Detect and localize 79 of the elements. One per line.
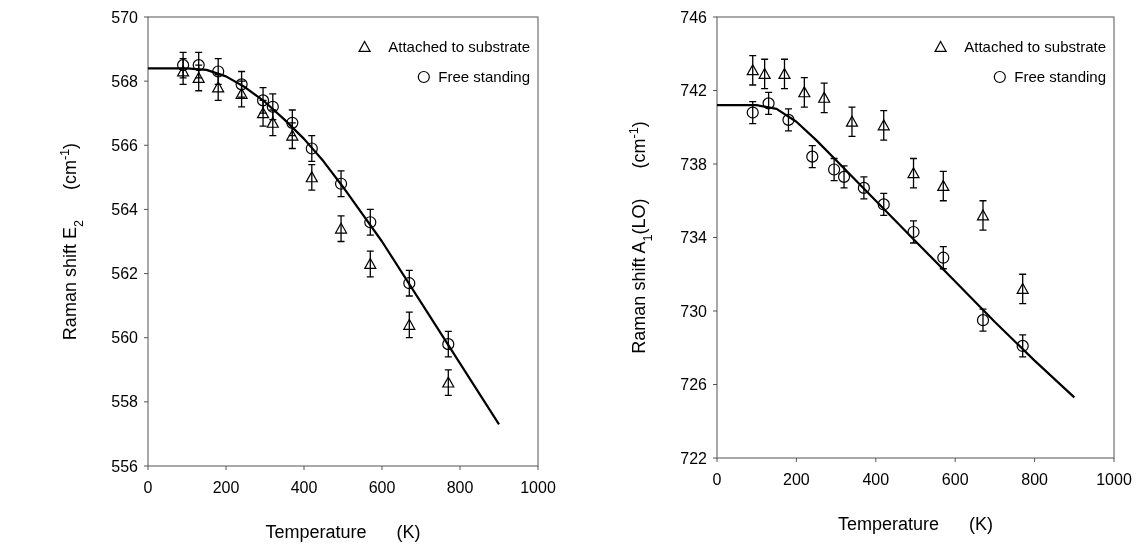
x-tick-label: 800 <box>1021 471 1049 488</box>
x-tick-label: 1000 <box>520 479 556 496</box>
y-tick-label: 560 <box>111 329 139 347</box>
point <box>937 179 950 192</box>
x-tick-label: 400 <box>862 471 890 488</box>
point <box>1016 282 1029 294</box>
x-tick-label: 800 <box>446 479 474 496</box>
legend-label: Free standing <box>1014 68 1106 86</box>
y-tick-label: 568 <box>111 72 139 90</box>
point <box>976 209 990 221</box>
point <box>192 59 205 72</box>
point <box>286 129 299 141</box>
point <box>256 94 270 107</box>
point <box>907 225 920 239</box>
point <box>762 97 775 110</box>
point <box>798 86 811 98</box>
point <box>837 170 851 183</box>
y-tick-label: 730 <box>680 302 708 320</box>
point <box>266 116 279 128</box>
x-axis-title: Temperature (K) <box>837 514 994 534</box>
x-tick-label: 600 <box>368 479 396 496</box>
point <box>266 100 279 113</box>
point <box>746 106 759 119</box>
point <box>305 171 318 183</box>
x-tick-label: 0 <box>143 479 153 496</box>
y-tick-label: 562 <box>111 265 139 283</box>
point <box>286 116 299 129</box>
x-tick-label: 0 <box>712 471 722 488</box>
point <box>364 257 377 269</box>
point <box>235 78 248 91</box>
point <box>1016 339 1029 353</box>
point <box>877 198 890 211</box>
y-tick-label: 738 <box>680 155 708 173</box>
legend-label: Attached to substrate <box>388 38 530 56</box>
legend-label: Attached to substrate <box>964 38 1106 56</box>
point <box>746 64 759 76</box>
point <box>256 107 270 119</box>
x-axis-title: Temperature (K) <box>265 522 421 542</box>
point <box>877 119 890 131</box>
x-tick-label: 200 <box>783 471 810 488</box>
y-tick-label: 722 <box>680 449 708 467</box>
point <box>403 318 416 330</box>
point <box>177 59 190 72</box>
x-tick-label: 600 <box>941 471 969 488</box>
point <box>806 150 819 163</box>
legend-label: Free standing <box>438 68 530 86</box>
point <box>845 115 859 127</box>
y-tick-label: 726 <box>680 376 708 394</box>
y-tick-label: 734 <box>680 229 708 247</box>
point <box>818 91 831 103</box>
point <box>976 314 990 327</box>
y-tick-label: 746 <box>680 8 708 26</box>
point <box>758 67 771 79</box>
point <box>442 338 455 351</box>
point <box>937 251 950 264</box>
point <box>334 177 348 190</box>
point <box>442 376 455 388</box>
y-tick-label: 556 <box>111 457 139 475</box>
point <box>403 277 416 290</box>
x-tick-label: 400 <box>290 479 318 496</box>
point <box>192 71 205 83</box>
point <box>364 216 377 229</box>
x-tick-label: 200 <box>212 479 240 496</box>
point <box>235 87 248 99</box>
y-tick-label: 742 <box>680 82 708 100</box>
point <box>212 65 225 78</box>
point <box>778 67 791 79</box>
point <box>857 181 870 194</box>
point <box>305 142 318 155</box>
point <box>907 167 920 179</box>
point <box>334 222 348 234</box>
y-tick-label: 570 <box>111 8 139 26</box>
y-tick-label: 564 <box>111 201 139 219</box>
y-tick-label: 558 <box>111 393 139 411</box>
y-tick-label: 566 <box>111 136 139 154</box>
point <box>782 113 795 126</box>
point <box>212 81 225 93</box>
point <box>828 163 841 176</box>
x-tick-label: 1000 <box>1096 471 1132 488</box>
